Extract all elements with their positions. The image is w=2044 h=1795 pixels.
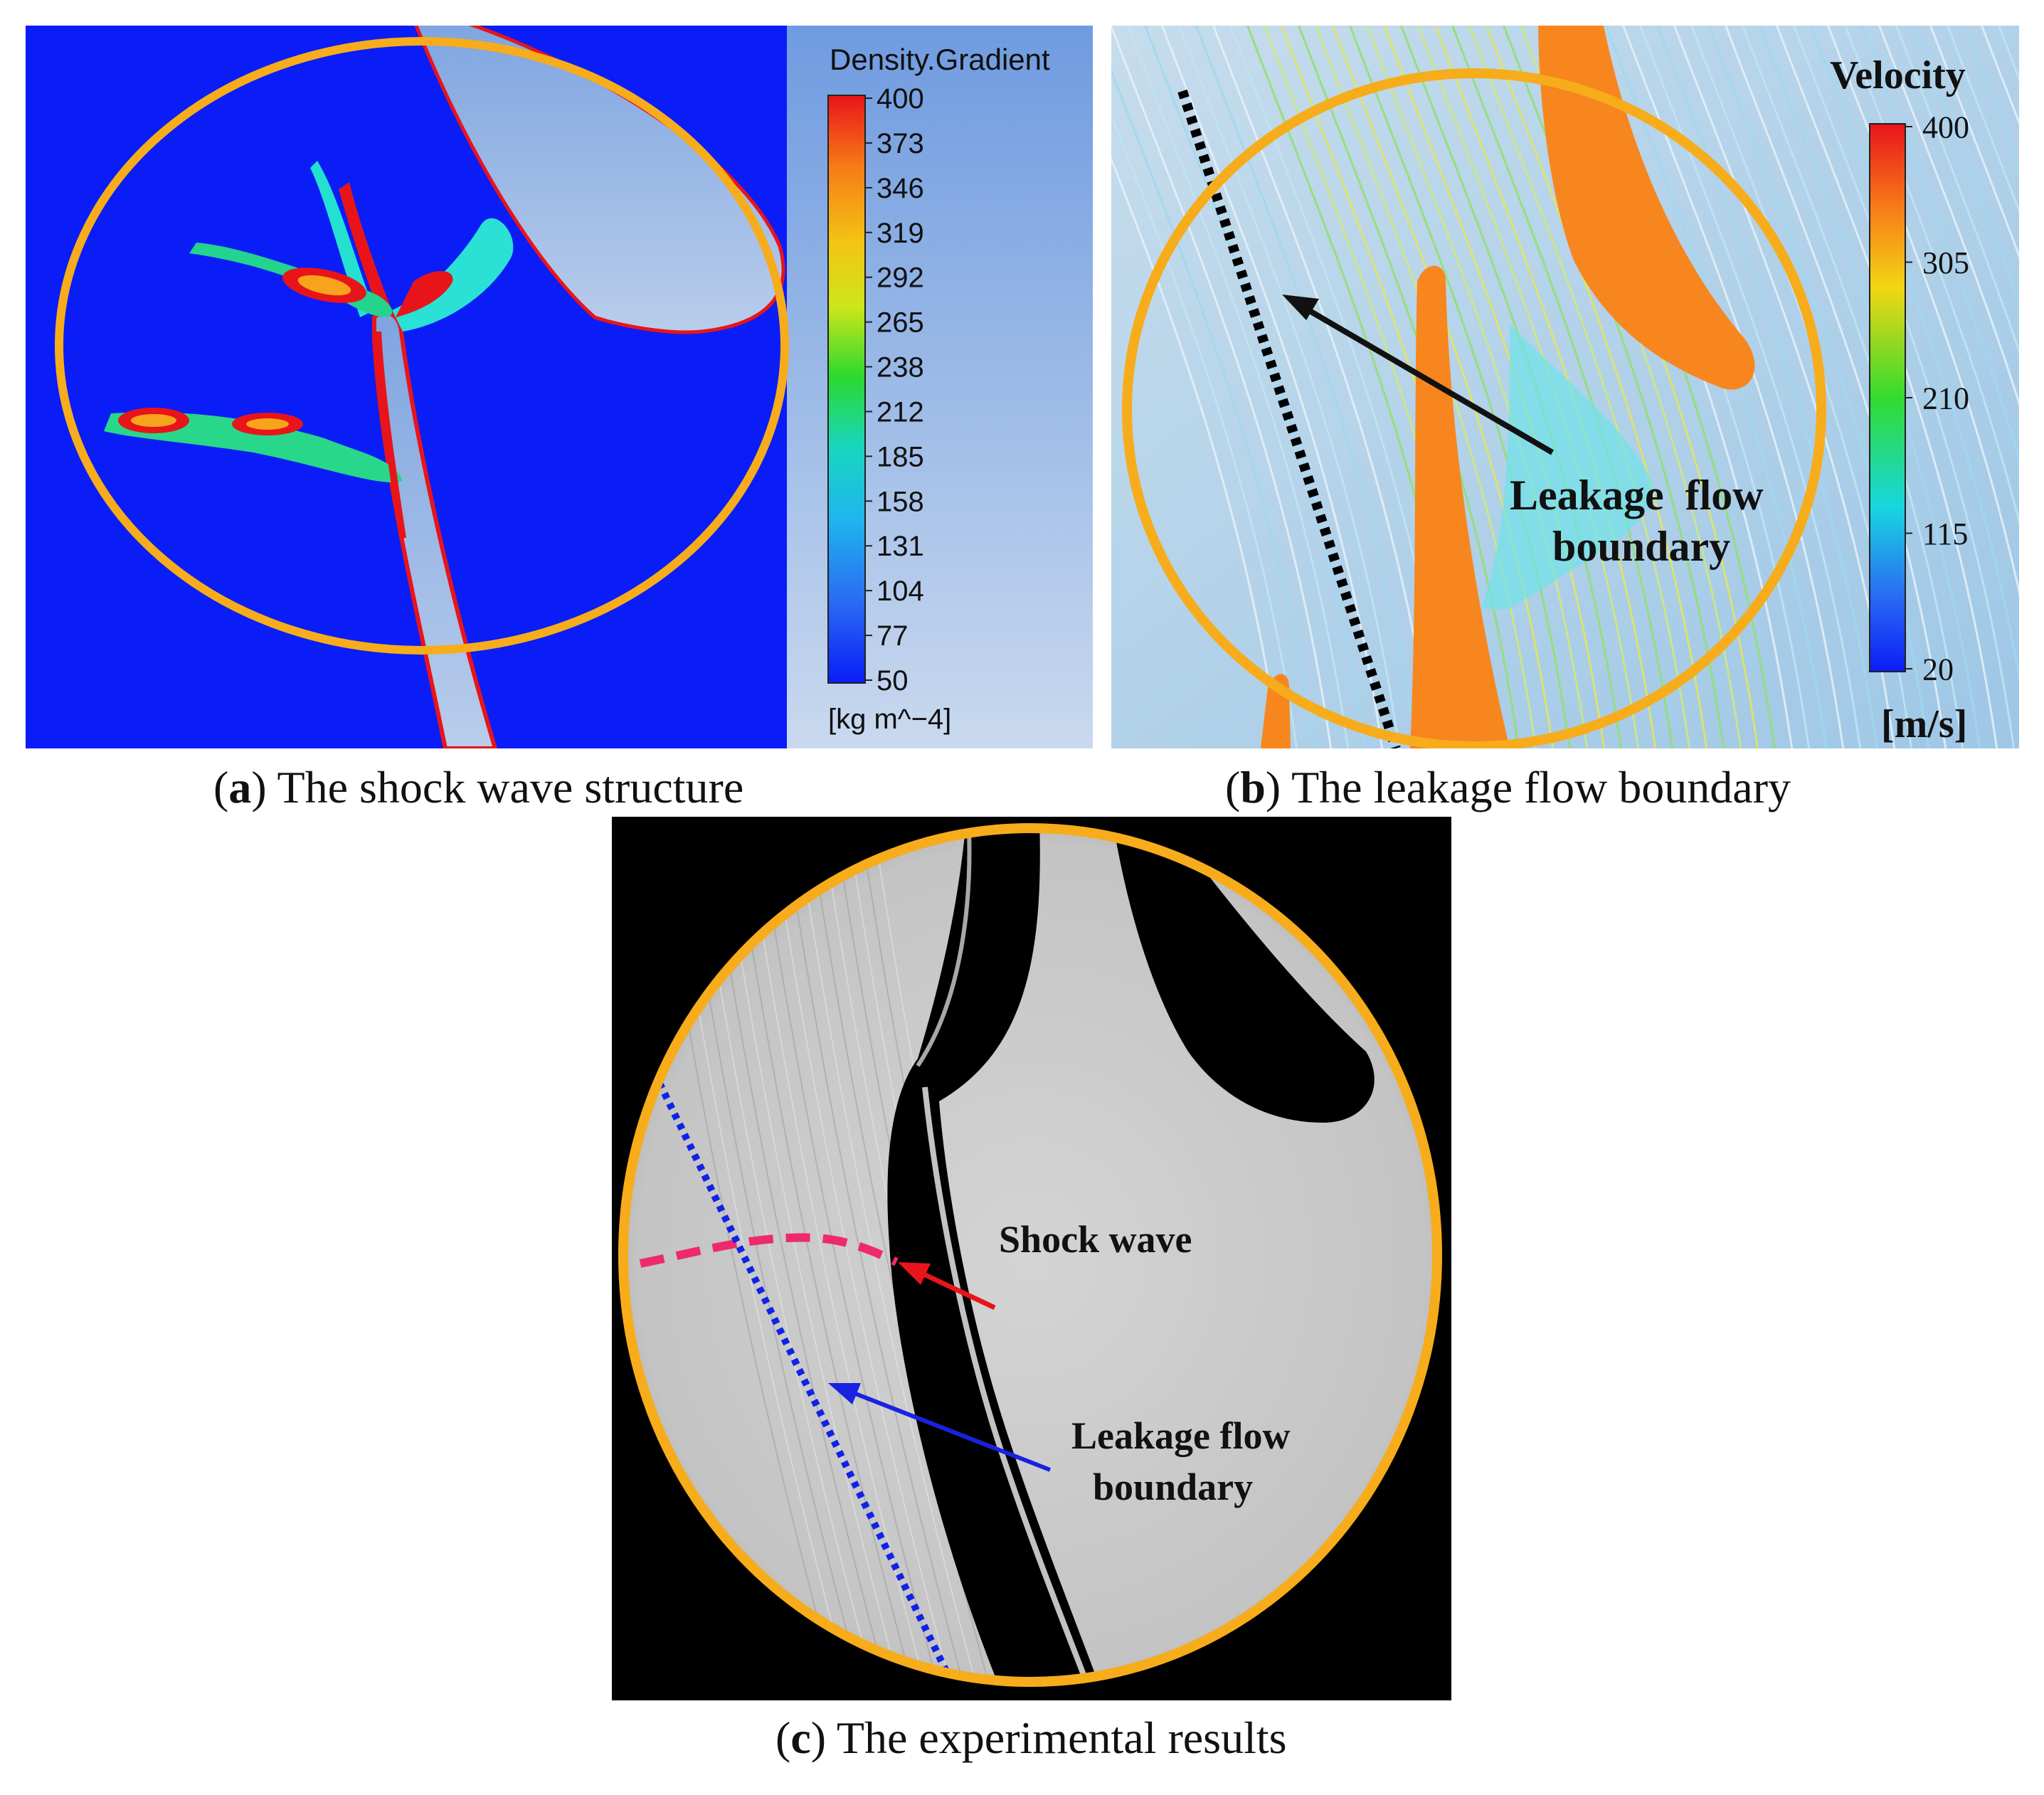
shock-arrowhead [898,1262,931,1285]
boundary-dotted-line-c [651,1071,964,1682]
lower-blade-shape [372,309,498,748]
legend-tick-label: 319 [877,218,924,249]
legend-tick-label: 115 [1922,517,1968,551]
streamline [1143,26,1367,748]
legend-tick-label: 131 [877,531,924,562]
legend-tick-label: 400 [1922,110,1969,144]
legend-tick-label: 265 [877,307,924,339]
streamline [1348,26,1572,748]
streamline [1212,26,1435,748]
streamline [1434,26,1657,748]
streamline [1929,26,2019,259]
c-boundary-label-line2: boundary [1093,1466,1253,1508]
b-annotation-line2: boundary [1552,523,1730,570]
legend-tick-label: 77 [877,620,909,652]
legend-tick-label: 50 [877,665,909,697]
highlight-ellipse [55,37,789,655]
legend-tick-label: 210 [1922,381,1969,415]
legend-tick-label: 292 [877,263,924,294]
striation [756,828,943,1682]
density-legend-unit: [kg m^−4] [828,704,951,735]
streamline [1724,26,1947,748]
c-boundary-label-line1: Leakage flow [1071,1414,1290,1457]
legend-tick-label: 400 [877,83,924,115]
density-legend-ticks: 400 373 346 319 292 265 238 212 185 158 131 104 77 50 [865,83,924,697]
streamline [1638,26,1862,748]
streamline [1365,26,1589,748]
streamline [1451,26,1674,748]
shock-wave-label: Shock wave [999,1218,1192,1261]
legend-tick-label: 104 [877,576,924,607]
legend-tick-label: 238 [877,352,924,383]
density-colorbar [827,95,866,684]
striation [743,828,930,1682]
panel-a-density-gradient-contour: Density.Gradient 400 373 346 319 292 265 238 21… [26,26,1093,748]
legend-tick-label: 158 [877,486,924,517]
boundary-arrow-c [852,1391,1052,1472]
streamline [1331,26,1555,748]
streamline [1195,26,1418,748]
legend-tick-label: 20 [1922,652,1954,687]
streamline [1809,26,2019,682]
legend-tick-label: 346 [877,173,924,204]
streamline [1485,26,1708,748]
boundary-arrowhead-c [828,1383,861,1404]
caption-a: (a) The shock wave structure [213,762,744,812]
streamline [1656,26,1879,748]
leakage-boundary-dotted-line [1177,89,1401,748]
streamline [1946,26,2019,214]
caption-c: (c) The experimental results [775,1712,1287,1763]
velocity-legend-unit: [m/s] [1881,702,1967,746]
streamline [1468,26,1691,748]
highlight-circle [1122,68,1826,748]
legend-tick-label: 305 [1922,245,1969,280]
boundary-arrow [1294,300,1555,455]
streamline [1980,26,2019,126]
legend-tick-label: 185 [877,441,924,472]
streamline [1707,26,1930,748]
streamline [1826,26,2019,597]
streamline [1792,26,2016,748]
dark-passage [887,828,1110,1682]
velocity-legend-ticks: 400 305 210 115 20 [1905,110,1969,687]
striation [769,828,955,1682]
velocity-colorbar [1869,123,1906,672]
streamline [1382,26,1606,748]
panel-c-schlieren-image: Shock wave Leakage flow boundary [612,817,1451,1700]
shock-arrow [918,1269,996,1310]
density-legend-title: Density.Gradient [830,43,1050,76]
streamline [1860,26,2019,463]
caption-b: (b) The leakage flow boundary [1225,762,1791,812]
streamline [1111,112,1298,748]
streamline [1878,26,2019,407]
upper-orange-blade [1538,26,1755,390]
wake-region [1481,324,1654,609]
streamline [1895,26,2019,355]
shock-wave-dashed-curve [639,1233,899,1268]
streamline [1111,26,1333,748]
streamline [1912,26,2019,306]
b-annotation-line1: Leakage flow [1510,472,1764,519]
highlight-circle-c [618,823,1442,1687]
upper-dark-blade [1110,828,1375,1123]
streamline [1111,68,1315,748]
boundary-arrowhead [1282,295,1319,320]
legend-tick-label: 212 [877,396,924,428]
streamline [1502,26,1725,748]
streamline [1843,26,2019,526]
streamline [1741,26,1964,748]
streamline [1111,156,1281,748]
streamline [1126,26,1350,748]
shock-wave-contours [104,161,514,538]
panel-b-velocity-streamlines: Leakage flow boundary Velocity 400 305 210… [1111,26,2019,748]
legend-tick-label: 373 [877,128,924,159]
streamline [1177,26,1401,748]
velocity-legend-title: Velocity [1830,53,1966,97]
streamline [1963,26,2019,169]
